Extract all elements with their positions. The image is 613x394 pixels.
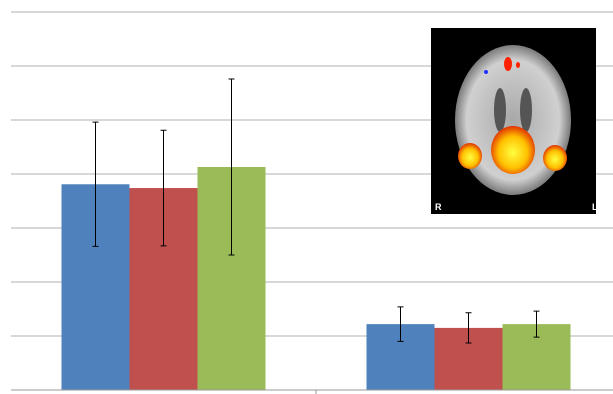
deactivation xyxy=(484,70,488,74)
inset-label: R xyxy=(435,202,442,212)
inset-label: L xyxy=(592,202,598,212)
brain-inset: R L xyxy=(431,28,598,214)
chart: R L xyxy=(0,0,613,394)
activation xyxy=(491,126,535,174)
ventricle xyxy=(520,88,532,132)
activation xyxy=(458,143,482,169)
activation xyxy=(504,57,512,71)
ventricle xyxy=(494,88,506,132)
activation xyxy=(516,62,520,68)
activation xyxy=(543,145,567,171)
